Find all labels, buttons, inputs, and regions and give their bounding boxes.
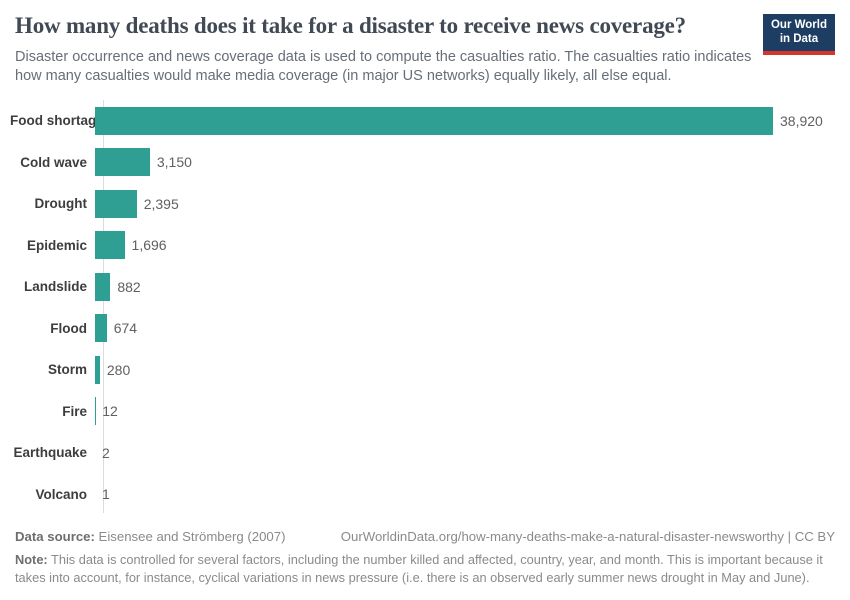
- page-title: How many deaths does it take for a disas…: [15, 13, 686, 38]
- chart-footer: Data source: Eisensee and Strömberg (200…: [15, 529, 835, 587]
- row-plot: 38,920: [95, 100, 835, 142]
- bar-value-label: 882: [117, 278, 141, 295]
- source-link[interactable]: OurWorldinData.org/how-many-deaths-make-…: [340, 529, 835, 544]
- bar-row: Fire 12: [10, 391, 835, 433]
- owid-logo-line2: in Data: [779, 32, 819, 45]
- bar-value-label: 674: [113, 320, 138, 337]
- owid-logo: Our World in Data: [762, 14, 835, 55]
- category-label: Drought: [34, 196, 87, 212]
- bar-row: Storm 280: [10, 349, 835, 391]
- row-plot: 882: [95, 266, 835, 308]
- bar-value-label: 3,150: [156, 154, 192, 171]
- bar-row: Drought 2,395: [10, 183, 835, 225]
- source-row: Data source: Eisensee and Strömberg (200…: [15, 529, 835, 544]
- data-source-value: Eisensee and Strömberg (2007): [94, 529, 286, 544]
- category-label: Cold wave: [20, 154, 87, 170]
- row-plot: 2: [95, 432, 835, 474]
- chart-subtitle: Disaster occurrence and news coverage da…: [15, 49, 752, 85]
- category-label: Food shortage: [10, 113, 104, 129]
- category-label: Landslide: [23, 279, 87, 295]
- chart-note: Note: This data is controlled for severa…: [15, 551, 835, 587]
- bar-row: Volcano 1: [10, 474, 835, 516]
- bar-value-label: 280: [106, 361, 131, 378]
- bar-value-label: 12: [102, 403, 118, 420]
- category-label: Volcano: [35, 486, 87, 502]
- bar-chart: Food shortage 38,920 Cold wave 3,150 Dro…: [10, 100, 835, 515]
- bar-value-label: 2,395: [143, 195, 179, 212]
- category-label: Epidemic: [26, 237, 87, 253]
- row-plot: 1: [95, 474, 835, 516]
- bar: [95, 106, 773, 135]
- note-text: This data is controlled for several fact…: [15, 552, 823, 585]
- data-source: Data source: Eisensee and Strömberg (200…: [15, 529, 286, 544]
- data-source-label: Data source:: [15, 529, 95, 544]
- bar-row: Cold wave 3,150: [10, 142, 835, 184]
- y-axis-line: [103, 100, 104, 513]
- bar-row: Food shortage 38,920: [10, 100, 835, 142]
- bar: [95, 148, 150, 177]
- bar: [95, 231, 125, 260]
- bar-value-label: 2: [102, 444, 110, 461]
- row-plot: 12: [95, 391, 835, 433]
- row-plot: 2,395: [95, 183, 835, 225]
- category-label: Storm: [47, 362, 87, 378]
- bar-value-label: 1,696: [131, 237, 167, 254]
- row-plot: 1,696: [95, 225, 835, 267]
- category-label: Flood: [50, 320, 87, 336]
- note-label: Note:: [15, 552, 48, 567]
- bar-value-label: 1: [102, 486, 110, 503]
- bar-value-label: 38,920: [780, 112, 823, 129]
- bar: [95, 189, 137, 218]
- category-label: Earthquake: [13, 445, 87, 461]
- bar: [95, 355, 100, 384]
- bar: [95, 314, 107, 343]
- bar-row: Landslide 882: [10, 266, 835, 308]
- row-plot: 674: [95, 308, 835, 350]
- bar-row: Earthquake 2: [10, 432, 835, 474]
- category-label: Fire: [62, 403, 87, 419]
- row-plot: 280: [95, 349, 835, 391]
- bar: [95, 272, 111, 301]
- owid-logo-line1: Our World: [770, 19, 827, 31]
- chart-header: How many deaths does it take for a disas…: [15, 13, 835, 86]
- bar-row: Epidemic 1,696: [10, 225, 835, 267]
- bar-row: Flood 674: [10, 308, 835, 350]
- row-plot: 3,150: [95, 142, 835, 184]
